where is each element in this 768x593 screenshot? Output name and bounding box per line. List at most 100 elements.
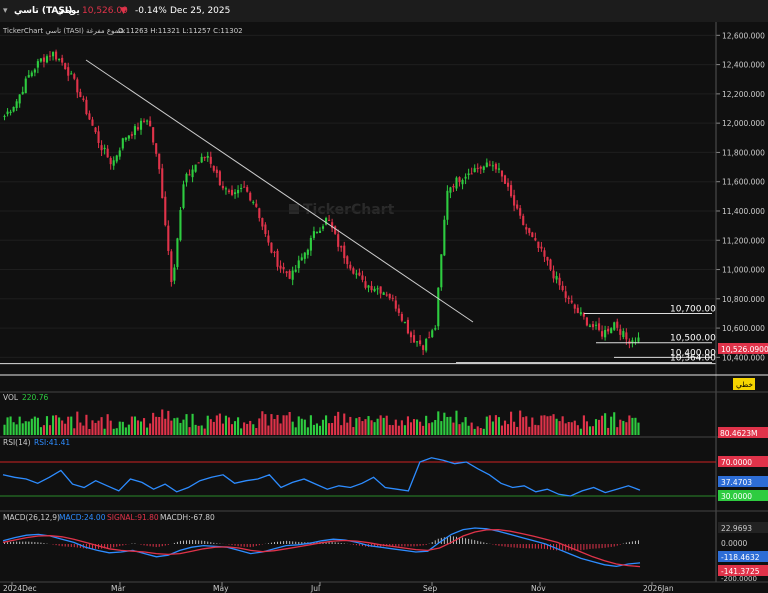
volume-bar: [85, 414, 88, 435]
candle-body: [394, 300, 397, 309]
volume-bar: [616, 427, 619, 435]
candle-body: [555, 276, 558, 280]
volume-bar: [567, 421, 570, 435]
candle-body: [382, 292, 385, 295]
volume-bar: [224, 415, 228, 435]
volume-bar: [167, 410, 170, 435]
candle-body: [258, 208, 261, 219]
candle-body: [146, 120, 149, 122]
candle-body: [591, 324, 595, 328]
volume-bar: [321, 419, 325, 435]
candle-body: [48, 55, 52, 57]
volume-bar: [503, 420, 507, 435]
trendline-tag[interactable]: [733, 378, 755, 390]
volume-bar: [419, 421, 422, 435]
timeframe-label[interactable]: يومي: [56, 6, 80, 16]
candle-body: [403, 321, 406, 323]
volume-bar: [285, 415, 288, 435]
candle-body: [594, 324, 598, 326]
chart-source-label: TickerChart تاسي (TASI) شموع مفرغة: [2, 27, 125, 35]
volume-tag: [718, 427, 768, 438]
signal-tag: [718, 565, 768, 576]
macd-title: MACD(26,12,9): [3, 513, 60, 522]
volume-bar: [88, 428, 91, 435]
volume-bar: [576, 425, 579, 435]
volume-bar: [455, 410, 458, 435]
candle-body: [622, 331, 625, 338]
macd-axis-3: -118.4632: [721, 553, 760, 562]
volume-bar: [370, 420, 373, 435]
volume-bar: [349, 416, 352, 435]
candle-body: [437, 287, 440, 327]
rsi-line: [2, 457, 641, 497]
time-axis-label: Sep: [423, 584, 437, 593]
volume-bar: [470, 422, 473, 435]
volume-bar: [209, 419, 212, 435]
candle-body: [158, 153, 161, 170]
candle-body: [300, 257, 303, 261]
volume-bar: [379, 415, 382, 435]
volume-bar: [200, 425, 203, 435]
volume-bar: [73, 428, 76, 435]
candle-body: [616, 321, 619, 328]
volume-bar: [127, 424, 130, 435]
candle-body: [352, 268, 355, 274]
menu-icon[interactable]: ▾: [3, 6, 8, 16]
candle-body: [221, 185, 224, 189]
candle-body: [543, 250, 546, 257]
top-toolbar: ▾ تاسي (TASI) يومي 10,526.09 ▼ -0.14% De…: [0, 0, 768, 23]
volume-bar: [179, 422, 182, 435]
volume-bar: [452, 422, 455, 435]
candle-body: [109, 157, 112, 165]
trendline[interactable]: [85, 59, 474, 323]
candle-body: [476, 167, 479, 169]
volume-bar: [482, 428, 485, 435]
candle-body: [588, 325, 592, 327]
chart-area[interactable]: TickerChart تاسي (TASI) شموع مفرغة O:112…: [0, 22, 768, 593]
candle-body: [443, 219, 446, 256]
volume-bar: [425, 415, 428, 435]
volume-bar: [33, 416, 36, 435]
candle-body: [337, 234, 340, 247]
candle-body: [15, 101, 18, 109]
price-axis-label: 11,200.000: [722, 236, 765, 245]
candle-body: [461, 180, 464, 185]
candle-body: [570, 300, 573, 303]
macd-signal-value: SIGNAL:91.80: [107, 513, 159, 522]
volume-bar: [261, 411, 264, 435]
volume-bar: [70, 416, 73, 435]
rsi-title: RSI(14): [3, 438, 31, 447]
volume-bar: [64, 423, 67, 435]
candle-body: [212, 165, 215, 171]
candle-body: [139, 120, 143, 130]
candle-body: [252, 201, 255, 203]
volume-bar: [182, 419, 185, 435]
volume-bar: [631, 417, 634, 435]
rsi-current-text: 37.4703: [721, 478, 752, 487]
candle-body: [79, 91, 82, 97]
volume-bar: [188, 427, 191, 435]
volume-bar: [540, 415, 543, 435]
candle-body: [409, 332, 413, 338]
volume-bar: [403, 425, 406, 435]
candle-body: [534, 238, 537, 241]
candle-body: [237, 189, 240, 194]
volume-bar: [237, 417, 240, 435]
price-axis: 12,600.000 12,400.000 12,200.000 12,000.000…: [716, 31, 765, 362]
volume-title: VOL: [3, 393, 19, 402]
volume-bar: [406, 416, 410, 435]
candle-body: [64, 63, 67, 70]
date-label: Dec 25, 2025: [170, 6, 231, 16]
volume-bar: [415, 419, 419, 435]
volume-bar: [355, 418, 358, 435]
volume-bar: [446, 416, 449, 435]
volume-bar: [376, 418, 379, 435]
candle-body: [209, 156, 212, 164]
level-label: 10,700.00: [670, 304, 716, 314]
candle-body: [282, 266, 285, 270]
candle-body: [500, 170, 504, 177]
rsi-current-tag: [718, 476, 768, 487]
price-chart-svg[interactable]: TickerChart تاسي (TASI) شموع مفرغة O:112…: [0, 22, 768, 593]
symbol-label[interactable]: تاسي (TASI): [14, 6, 73, 16]
